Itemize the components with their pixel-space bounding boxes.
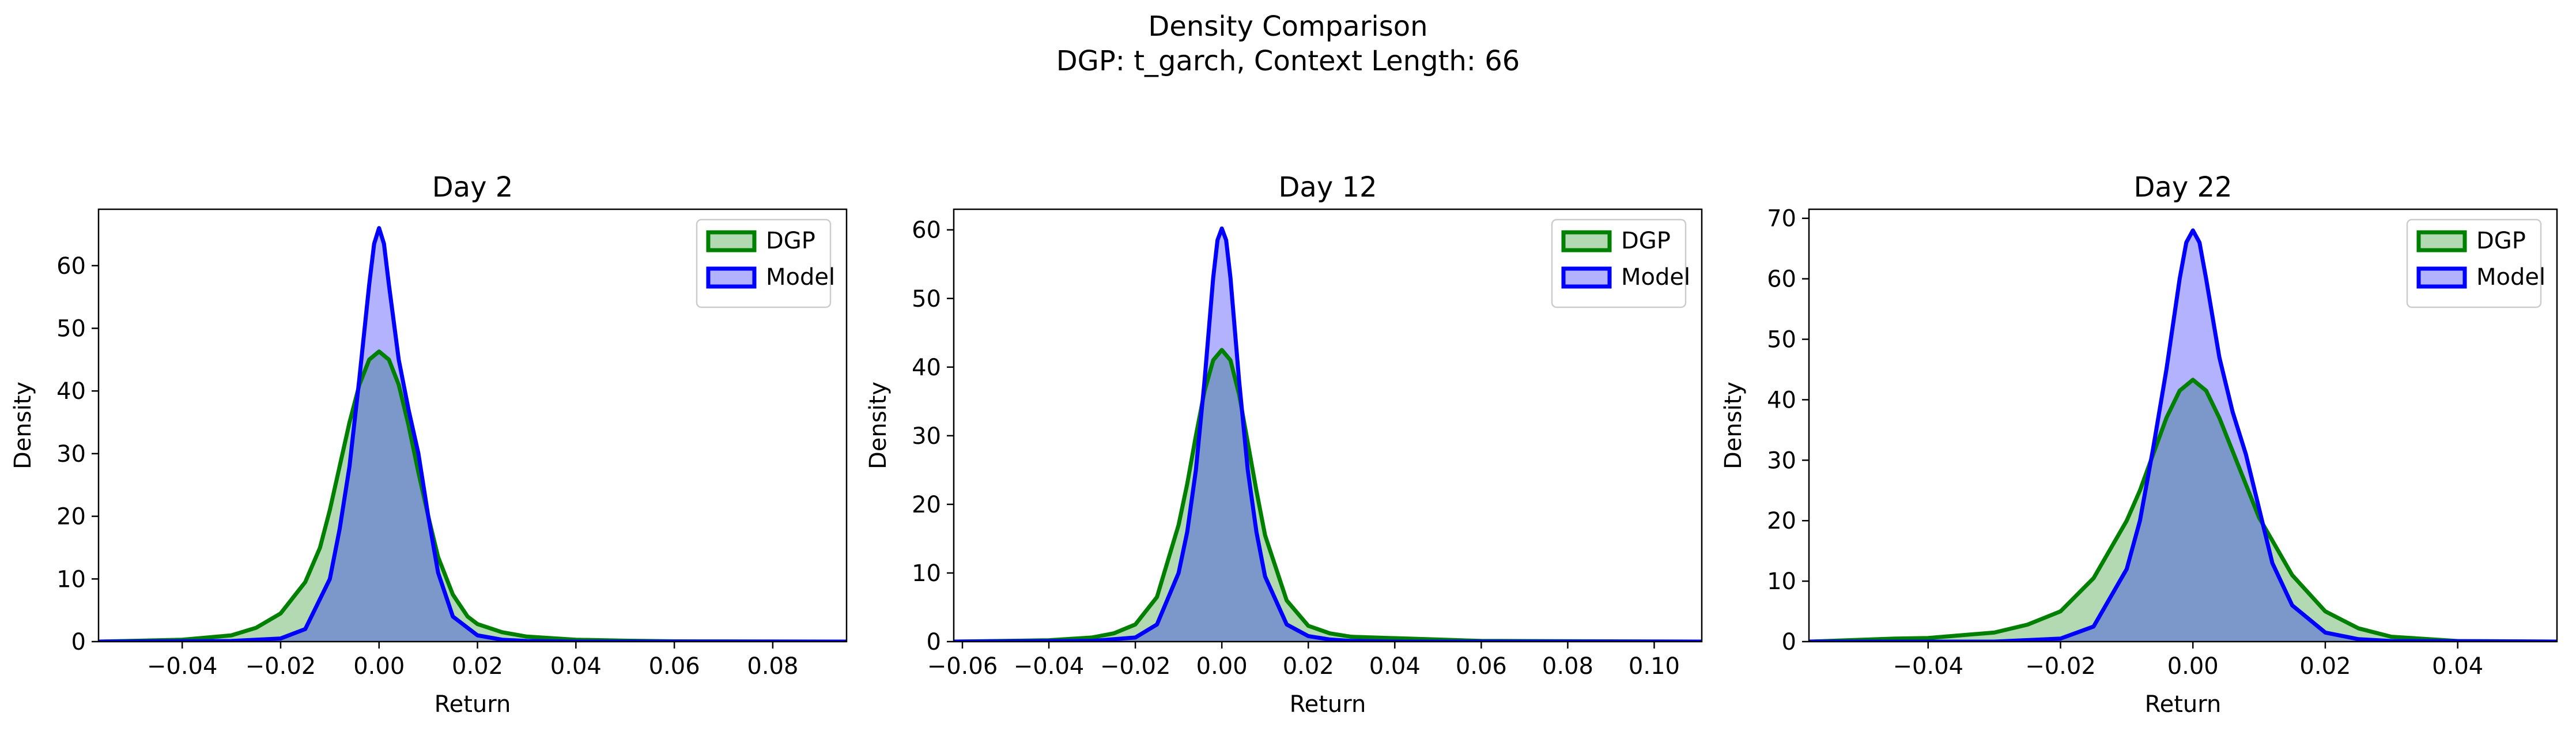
x-tick-label: 0.08	[747, 653, 798, 680]
y-tick-label: 40	[912, 355, 941, 381]
y-tick-label: 0	[927, 629, 941, 655]
legend-label-dgp: DGP	[2476, 228, 2526, 254]
legend-label-dgp: DGP	[766, 228, 815, 254]
axes-frame	[953, 208, 1703, 643]
x-tick-label: 0.08	[1542, 653, 1593, 680]
subplots: −0.04 −0.02 0.00 0.02 0.04 0.06 0.08 0 10 20 30 40 5…	[10, 171, 2558, 718]
plot-area	[954, 226, 1702, 642]
x-axis-label: Return	[435, 691, 511, 718]
x-tick-label: 0.06	[1456, 653, 1507, 680]
y-tick-label: 30	[912, 423, 941, 450]
y-tick-label: 10	[1767, 568, 1796, 595]
x-tick-label: 0.00	[2167, 653, 2219, 680]
x-tick-label: 0.06	[649, 653, 700, 680]
x-axis-label: Return	[2145, 691, 2222, 718]
x-tick-label: −0.04	[1893, 653, 1963, 680]
y-tick-label: 60	[912, 217, 941, 244]
y-axis-label: Density	[10, 382, 36, 469]
subplot-title: Day 12	[1278, 171, 1377, 203]
density-fill-model	[1809, 230, 2557, 642]
legend: DGP Model	[696, 218, 835, 308]
density-line-dgp	[99, 349, 847, 642]
subplot-1: −0.04 −0.02 0.00 0.02 0.04 0.06 0.08 0 10 20 30 40 5…	[10, 171, 848, 718]
legend-label-model: Model	[2476, 264, 2545, 291]
legend-label-model: Model	[766, 264, 835, 291]
x-axis-label: Return	[1290, 691, 1366, 718]
x-tick-label: −0.02	[1100, 653, 1171, 680]
y-tick-label: 10	[56, 566, 86, 593]
x-tick-label: 0.10	[1629, 653, 1680, 680]
x-tick-label: 0.02	[452, 653, 503, 680]
legend: DGP Model	[2406, 218, 2545, 308]
legend-label-dgp: DGP	[1621, 228, 1671, 254]
x-tick-label: 0.04	[550, 653, 602, 680]
x-tick-label: 0.02	[1283, 653, 1334, 680]
x-tick-label: −0.02	[245, 653, 316, 680]
axes-frame	[97, 208, 848, 643]
subplot-3: −0.04 −0.02 0.00 0.02 0.04 0 10 20 30 40 50 60 70 Day…	[1720, 171, 2558, 718]
y-tick-label: 50	[1767, 327, 1796, 353]
y-tick-label: 30	[56, 441, 86, 468]
y-tick-label: 60	[56, 253, 86, 280]
legend: DGP Model	[1551, 218, 1690, 308]
y-tick-label: 0	[71, 629, 86, 655]
figure-suptitle-line2: DGP: t_garch, Context Length: 66	[1056, 45, 1520, 77]
y-tick-label: 60	[1767, 266, 1796, 293]
x-tick-label: 0.02	[2299, 653, 2351, 680]
legend-swatch-dgp	[1561, 230, 1612, 252]
legend-swatch-model	[1561, 266, 1612, 289]
density-line-dgp	[1809, 378, 2557, 642]
y-tick-label: 0	[1782, 629, 1796, 655]
x-tick-label: 0.04	[2432, 653, 2483, 680]
figure-suptitle-line1: Density Comparison	[1148, 10, 1427, 43]
x-tick-label: −0.06	[927, 653, 998, 680]
subplot-title: Day 22	[2133, 171, 2232, 203]
legend-swatch-model	[706, 266, 757, 289]
x-tick-label: −0.04	[1014, 653, 1085, 680]
x-tick-label: −0.02	[2025, 653, 2096, 680]
plot-area	[1809, 228, 2557, 642]
density-fill-dgp	[1809, 379, 2557, 642]
x-tick-label: 0.00	[353, 653, 405, 680]
subplot-2: −0.06 −0.04 −0.02 0.00 0.02 0.04 0.06 0.08 0.10 0…	[865, 171, 1703, 718]
y-axis-label: Density	[1720, 382, 1747, 469]
y-tick-label: 30	[1767, 447, 1796, 474]
subplot-title: Day 2	[432, 171, 513, 203]
density-line-model	[954, 226, 1702, 642]
y-tick-label: 20	[1767, 508, 1796, 534]
y-tick-label: 70	[1767, 206, 1796, 232]
plot-area	[99, 226, 847, 642]
legend-label-model: Model	[1621, 264, 1690, 291]
x-tick-label: 0.00	[1196, 653, 1248, 680]
y-tick-label: 50	[56, 316, 86, 342]
y-tick-label: 10	[912, 560, 941, 587]
legend-swatch-model	[2416, 266, 2467, 289]
density-line-model	[1809, 228, 2557, 642]
y-tick-label: 40	[1767, 387, 1796, 413]
y-tick-label: 50	[912, 286, 941, 312]
legend-swatch-dgp	[2416, 230, 2467, 252]
axes-frame	[1808, 208, 2558, 643]
y-tick-label: 20	[912, 492, 941, 518]
y-tick-label: 20	[56, 504, 86, 530]
x-tick-label: 0.04	[1369, 653, 1421, 680]
legend-swatch-dgp	[706, 230, 757, 252]
density-line-dgp	[954, 348, 1702, 642]
x-tick-label: −0.04	[147, 653, 218, 680]
density-line-model	[99, 226, 847, 642]
y-tick-label: 40	[56, 378, 86, 405]
y-axis-label: Density	[865, 382, 892, 469]
